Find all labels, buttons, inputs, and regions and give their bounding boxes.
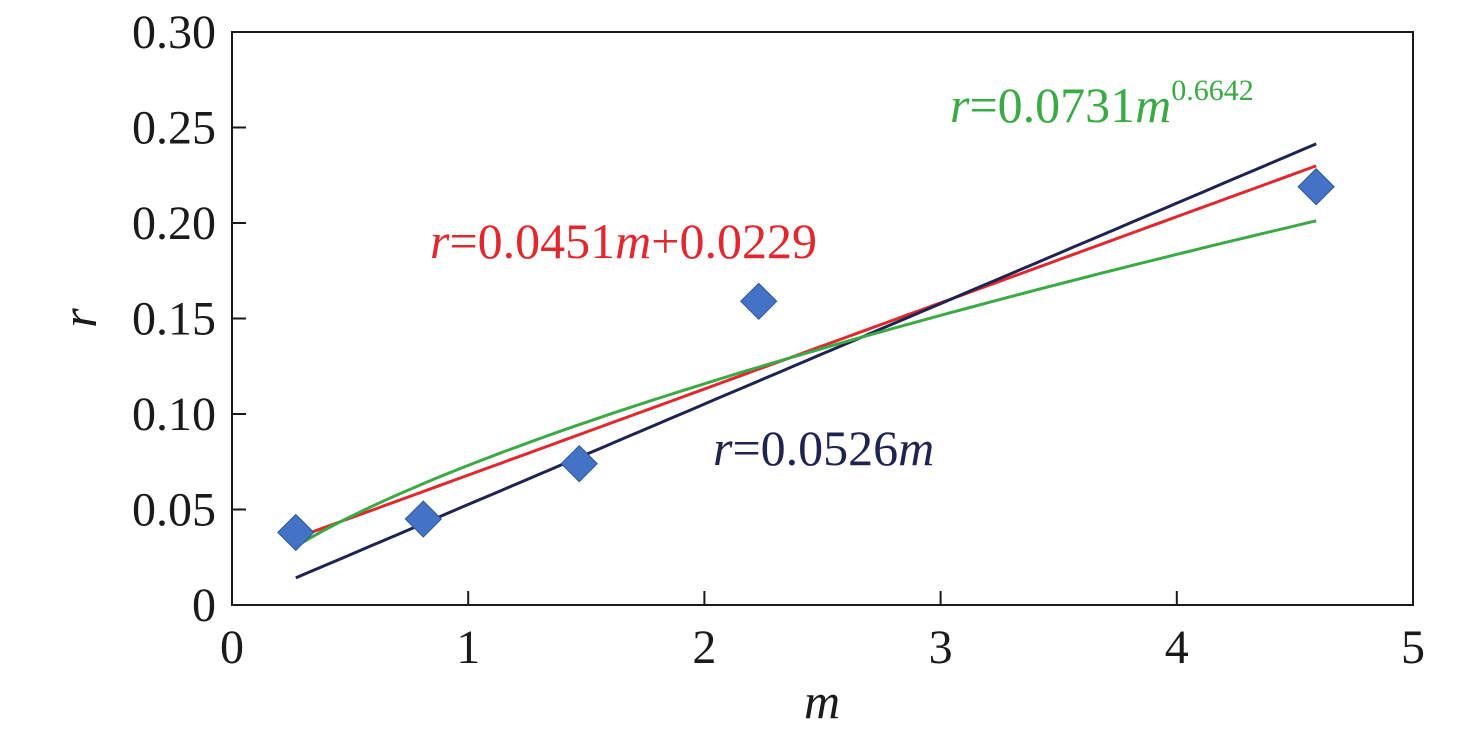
power-fit-equation: r=0.0731m0.6642 xyxy=(950,74,1254,133)
x-axis-title: m xyxy=(804,673,840,729)
y-tick-label: 0.10 xyxy=(132,388,216,441)
x-tick-label: 5 xyxy=(1401,621,1425,674)
linear-fit-equation: r=0.0451m+0.0229 xyxy=(430,213,817,269)
linear-fit-coef: =0.0451 xyxy=(449,213,615,269)
fit-line-proportional xyxy=(295,142,1317,580)
x-tick-label: 2 xyxy=(692,621,716,674)
y-tick-label: 0 xyxy=(192,579,216,632)
proportional-fit-var-r: r xyxy=(713,420,733,476)
proportional-fit-var-m: m xyxy=(898,420,934,476)
data-point xyxy=(404,500,443,538)
power-fit-var-m: m xyxy=(1135,77,1171,133)
data-point xyxy=(277,513,315,552)
x-tick-label: 4 xyxy=(1165,621,1189,674)
y-axis-title: r xyxy=(51,308,107,328)
axis-ticks: 0 1 2 3 4 5 0 0.05 0.10 0.15 0.20 0.25 0.30 xyxy=(132,6,1425,674)
fit-line-power xyxy=(295,219,1317,548)
y-tick-label: 0.05 xyxy=(132,484,216,537)
y-tick-label: 0.25 xyxy=(132,102,216,155)
y-tick-label: 0.30 xyxy=(132,6,216,59)
data-point xyxy=(740,282,778,321)
power-fit-exponent: 0.6642 xyxy=(1171,74,1254,107)
y-tick-label: 0.20 xyxy=(132,197,216,250)
power-fit-var-r: r xyxy=(950,77,970,133)
x-tick-label: 1 xyxy=(456,621,480,674)
linear-fit-var-r: r xyxy=(430,213,450,269)
linear-fit-var-m: m xyxy=(615,213,651,269)
proportional-fit-coef: =0.0526 xyxy=(732,420,898,476)
linear-fit-intercept: +0.0229 xyxy=(651,213,817,269)
x-tick-label: 0 xyxy=(220,621,244,674)
y-tick-label: 0.15 xyxy=(132,293,216,346)
data-point xyxy=(560,444,598,483)
x-tick-label: 3 xyxy=(929,621,953,674)
power-fit-coef: =0.0731 xyxy=(969,77,1135,133)
data-point xyxy=(1297,168,1335,206)
data-points xyxy=(277,168,1335,552)
proportional-fit-equation: r=0.0526m xyxy=(713,420,934,476)
fit-lines xyxy=(295,142,1317,580)
